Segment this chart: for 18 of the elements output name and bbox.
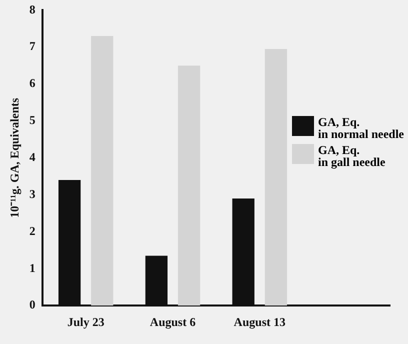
y-tick-label: 1: [29, 260, 36, 275]
y-tick-label: 2: [29, 224, 36, 238]
y-tick-label: 8: [29, 2, 36, 16]
legend-label: GA, Eq. in normal needle: [318, 115, 404, 141]
y-tick-label: 7: [29, 39, 36, 54]
bar: [178, 66, 200, 306]
x-tick-label: August 13: [234, 314, 286, 329]
x-tick-label: August 6: [150, 314, 196, 329]
y-tick-label: 5: [29, 113, 36, 128]
bar: [264, 48, 288, 306]
y-axis-title: 10⁻¹¹g. GA, Equivalents: [7, 98, 22, 218]
y-tick-label: 3: [29, 186, 36, 201]
y-tick-label: 4: [29, 150, 36, 164]
bar: [91, 36, 114, 306]
legend-label: GA, Eq. in gall needle: [318, 143, 386, 169]
y-tick-label: 6: [29, 76, 36, 90]
x-tick-label: July 23: [67, 314, 104, 329]
y-tick-label: 0: [29, 298, 36, 312]
